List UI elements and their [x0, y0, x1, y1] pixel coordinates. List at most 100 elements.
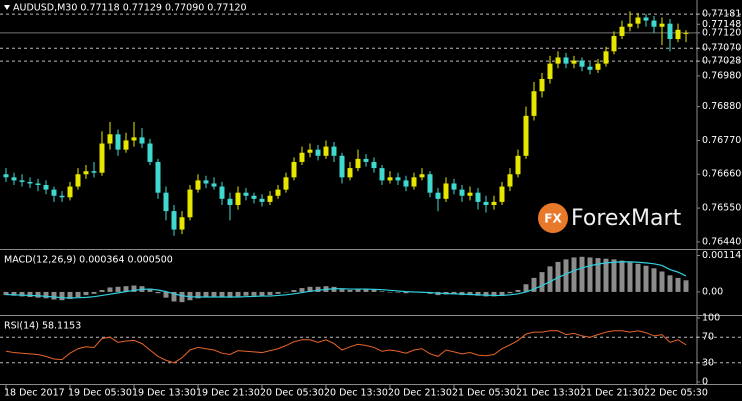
- candle-body: [123, 140, 129, 150]
- y-tick-label: 0.76550: [702, 203, 741, 214]
- candle-body: [331, 146, 337, 156]
- macd-bar: [387, 291, 393, 293]
- macd-bar: [243, 291, 249, 296]
- candle-body: [3, 174, 9, 178]
- candle-body: [235, 192, 241, 205]
- candle-body: [603, 51, 609, 64]
- macd-bar: [75, 291, 81, 298]
- macd-bar: [235, 291, 241, 297]
- macd-bar: [523, 284, 529, 292]
- candle-body: [371, 161, 377, 169]
- macd-bar: [251, 291, 257, 296]
- macd-bar: [675, 277, 681, 292]
- macd-bar: [667, 275, 673, 292]
- y-tick-label: 0.77120: [702, 27, 741, 38]
- macd-bar: [315, 286, 321, 292]
- macd-bar: [571, 257, 577, 292]
- macd-bar: [299, 288, 305, 292]
- macd-bar: [395, 291, 401, 293]
- macd-bar: [107, 287, 113, 292]
- candle-body: [411, 177, 417, 187]
- candle-body: [563, 57, 569, 64]
- x-tick-label: 19 Dec 05:30: [68, 388, 132, 399]
- candle-body: [419, 174, 425, 178]
- x-tick-label: 19 Dec 13:30: [132, 388, 196, 399]
- macd-bar: [331, 286, 337, 292]
- candle-body: [483, 201, 489, 205]
- candle-body: [523, 115, 529, 156]
- macd-bar: [51, 291, 57, 300]
- candle-body: [651, 20, 657, 27]
- candle-body: [555, 57, 561, 64]
- macd-bar: [595, 258, 601, 292]
- candle-body: [259, 198, 265, 202]
- candle-body: [179, 217, 185, 230]
- y-tick-label: 0.76660: [702, 169, 741, 180]
- macd-bar: [611, 259, 617, 292]
- candle-body: [611, 35, 617, 52]
- y-tick-label: 0.77148: [702, 19, 741, 30]
- x-tick-label: 20 Dec 05:30: [260, 388, 324, 399]
- macd-bar: [211, 291, 217, 297]
- candle-body: [219, 186, 225, 199]
- macd-bar: [67, 291, 73, 299]
- candle-body: [587, 66, 593, 70]
- macd-bar: [451, 291, 457, 295]
- candle-body: [75, 174, 81, 187]
- y-tick-label: 0.76770: [702, 135, 741, 146]
- candle-body: [379, 168, 385, 181]
- macd-bar: [43, 291, 49, 299]
- candle-body: [427, 174, 433, 193]
- logo-text: ForexMart: [571, 206, 682, 231]
- candle-body: [315, 149, 321, 156]
- candle-body: [267, 195, 273, 202]
- candle-body: [459, 189, 465, 196]
- candle-body: [515, 155, 521, 175]
- candle-body: [27, 181, 33, 184]
- candle-body: [251, 195, 257, 199]
- candle-body: [499, 186, 505, 202]
- x-tick-label: 21 Dec 13:30: [516, 388, 580, 399]
- macd-bar: [467, 291, 473, 296]
- candle-body: [547, 63, 553, 79]
- signal-line: [5, 261, 687, 299]
- candle-body: [339, 155, 345, 178]
- macd-bar: [347, 290, 353, 292]
- macd-bar: [195, 291, 201, 299]
- y-tick-label: 0: [702, 377, 708, 388]
- macd-bar: [659, 271, 665, 292]
- candle-body: [187, 189, 193, 218]
- y-tick-label: 0.76440: [702, 236, 741, 247]
- candle-body: [435, 192, 441, 199]
- macd-bar: [35, 291, 41, 298]
- candle-body: [355, 158, 361, 169]
- candle-body: [579, 60, 585, 67]
- x-tick-label: 18 Dec 2017: [4, 388, 65, 399]
- candle-body: [363, 158, 369, 162]
- candle-body: [291, 161, 297, 178]
- macd-bar: [379, 291, 385, 292]
- candle-body: [571, 60, 577, 64]
- macd-bar: [59, 291, 65, 301]
- macd-bar: [187, 291, 193, 301]
- x-tick-label: 19 Dec 21:30: [196, 388, 260, 399]
- candle-body: [227, 198, 233, 205]
- candle-body: [595, 63, 601, 70]
- macd-bar: [123, 286, 129, 292]
- candle-body: [11, 177, 17, 181]
- candle-body: [43, 185, 49, 190]
- candle-body: [163, 192, 169, 212]
- candle-body: [83, 171, 89, 175]
- macd-bar: [171, 291, 177, 302]
- x-tick-label: 21 Dec 21:30: [580, 388, 644, 399]
- macd-bar: [627, 262, 633, 292]
- macd-bar: [163, 291, 169, 298]
- macd-bar: [563, 259, 569, 292]
- macd-bar: [307, 286, 313, 292]
- candle-body: [299, 152, 305, 162]
- x-tick-label: 20 Dec 21:30: [388, 388, 452, 399]
- macd-bar: [579, 256, 585, 292]
- macd-bar: [371, 290, 377, 292]
- macd-bar: [27, 291, 33, 298]
- candle-body: [491, 201, 497, 205]
